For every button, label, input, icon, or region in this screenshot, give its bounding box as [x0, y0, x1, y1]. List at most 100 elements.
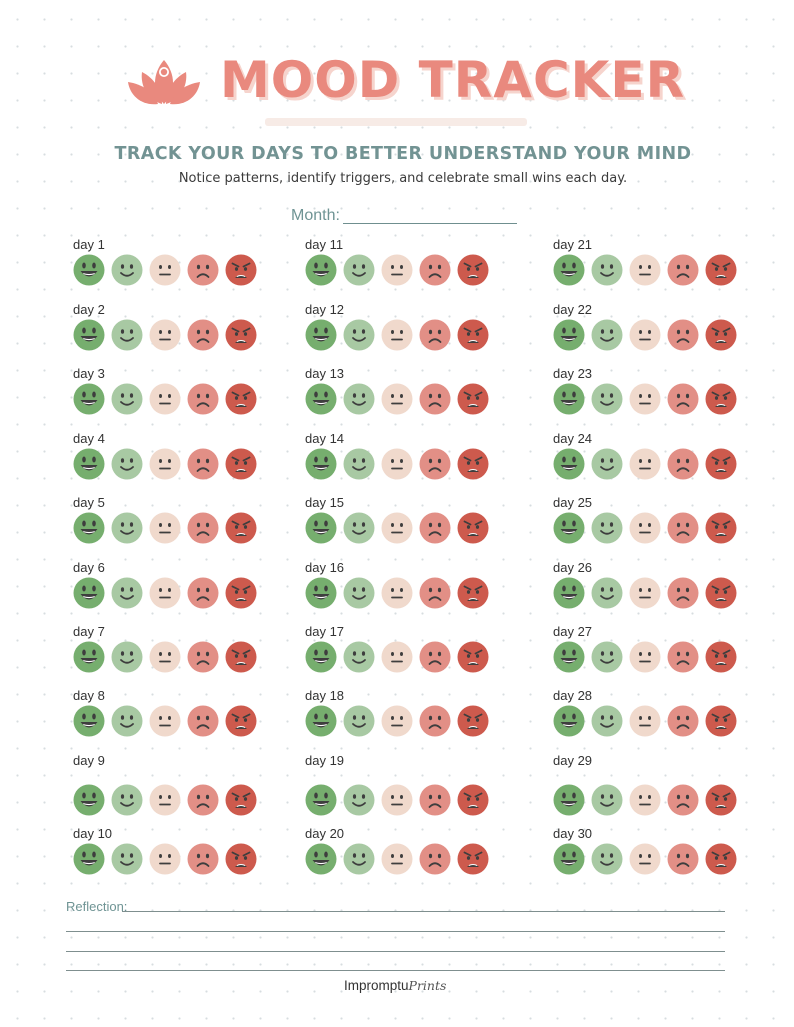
month-input-line[interactable]	[343, 223, 517, 224]
very-happy-face-icon[interactable]	[305, 319, 337, 351]
sad-face-icon[interactable]	[187, 784, 219, 816]
very-happy-face-icon[interactable]	[73, 843, 105, 875]
very-happy-face-icon[interactable]	[73, 448, 105, 480]
angry-face-icon[interactable]	[225, 254, 257, 286]
happy-face-icon[interactable]	[591, 843, 623, 875]
angry-face-icon[interactable]	[225, 448, 257, 480]
very-happy-face-icon[interactable]	[553, 705, 585, 737]
very-happy-face-icon[interactable]	[73, 705, 105, 737]
sad-face-icon[interactable]	[667, 512, 699, 544]
neutral-face-icon[interactable]	[149, 577, 181, 609]
neutral-face-icon[interactable]	[629, 254, 661, 286]
happy-face-icon[interactable]	[591, 512, 623, 544]
happy-face-icon[interactable]	[343, 254, 375, 286]
neutral-face-icon[interactable]	[629, 383, 661, 415]
very-happy-face-icon[interactable]	[305, 448, 337, 480]
neutral-face-icon[interactable]	[629, 448, 661, 480]
sad-face-icon[interactable]	[419, 784, 451, 816]
very-happy-face-icon[interactable]	[73, 319, 105, 351]
happy-face-icon[interactable]	[111, 577, 143, 609]
happy-face-icon[interactable]	[343, 448, 375, 480]
very-happy-face-icon[interactable]	[305, 784, 337, 816]
very-happy-face-icon[interactable]	[553, 784, 585, 816]
neutral-face-icon[interactable]	[629, 705, 661, 737]
happy-face-icon[interactable]	[591, 784, 623, 816]
happy-face-icon[interactable]	[343, 512, 375, 544]
sad-face-icon[interactable]	[419, 705, 451, 737]
angry-face-icon[interactable]	[705, 577, 737, 609]
sad-face-icon[interactable]	[667, 784, 699, 816]
happy-face-icon[interactable]	[591, 641, 623, 673]
very-happy-face-icon[interactable]	[305, 641, 337, 673]
happy-face-icon[interactable]	[111, 254, 143, 286]
very-happy-face-icon[interactable]	[553, 383, 585, 415]
sad-face-icon[interactable]	[419, 577, 451, 609]
very-happy-face-icon[interactable]	[73, 383, 105, 415]
angry-face-icon[interactable]	[705, 705, 737, 737]
very-happy-face-icon[interactable]	[73, 254, 105, 286]
very-happy-face-icon[interactable]	[553, 254, 585, 286]
very-happy-face-icon[interactable]	[73, 641, 105, 673]
sad-face-icon[interactable]	[419, 254, 451, 286]
very-happy-face-icon[interactable]	[305, 705, 337, 737]
sad-face-icon[interactable]	[419, 448, 451, 480]
neutral-face-icon[interactable]	[381, 641, 413, 673]
neutral-face-icon[interactable]	[629, 641, 661, 673]
very-happy-face-icon[interactable]	[305, 254, 337, 286]
sad-face-icon[interactable]	[419, 383, 451, 415]
angry-face-icon[interactable]	[225, 512, 257, 544]
angry-face-icon[interactable]	[225, 843, 257, 875]
happy-face-icon[interactable]	[343, 641, 375, 673]
angry-face-icon[interactable]	[705, 383, 737, 415]
neutral-face-icon[interactable]	[149, 705, 181, 737]
angry-face-icon[interactable]	[457, 319, 489, 351]
angry-face-icon[interactable]	[457, 641, 489, 673]
very-happy-face-icon[interactable]	[73, 512, 105, 544]
sad-face-icon[interactable]	[419, 319, 451, 351]
reflection-section[interactable]: Reflection:	[66, 899, 726, 979]
neutral-face-icon[interactable]	[149, 641, 181, 673]
happy-face-icon[interactable]	[343, 319, 375, 351]
angry-face-icon[interactable]	[457, 383, 489, 415]
angry-face-icon[interactable]	[457, 784, 489, 816]
sad-face-icon[interactable]	[187, 641, 219, 673]
very-happy-face-icon[interactable]	[305, 843, 337, 875]
very-happy-face-icon[interactable]	[553, 319, 585, 351]
sad-face-icon[interactable]	[667, 641, 699, 673]
reflection-line[interactable]	[66, 951, 725, 952]
angry-face-icon[interactable]	[457, 254, 489, 286]
sad-face-icon[interactable]	[667, 705, 699, 737]
happy-face-icon[interactable]	[343, 843, 375, 875]
angry-face-icon[interactable]	[705, 319, 737, 351]
angry-face-icon[interactable]	[457, 512, 489, 544]
angry-face-icon[interactable]	[705, 448, 737, 480]
angry-face-icon[interactable]	[225, 383, 257, 415]
sad-face-icon[interactable]	[187, 448, 219, 480]
very-happy-face-icon[interactable]	[73, 577, 105, 609]
neutral-face-icon[interactable]	[629, 319, 661, 351]
very-happy-face-icon[interactable]	[73, 784, 105, 816]
sad-face-icon[interactable]	[667, 319, 699, 351]
angry-face-icon[interactable]	[225, 784, 257, 816]
neutral-face-icon[interactable]	[381, 383, 413, 415]
sad-face-icon[interactable]	[667, 383, 699, 415]
angry-face-icon[interactable]	[705, 512, 737, 544]
neutral-face-icon[interactable]	[149, 843, 181, 875]
angry-face-icon[interactable]	[705, 843, 737, 875]
neutral-face-icon[interactable]	[381, 577, 413, 609]
very-happy-face-icon[interactable]	[553, 641, 585, 673]
neutral-face-icon[interactable]	[629, 784, 661, 816]
very-happy-face-icon[interactable]	[305, 512, 337, 544]
reflection-line[interactable]	[66, 970, 725, 971]
sad-face-icon[interactable]	[419, 641, 451, 673]
neutral-face-icon[interactable]	[629, 843, 661, 875]
angry-face-icon[interactable]	[225, 641, 257, 673]
neutral-face-icon[interactable]	[149, 319, 181, 351]
sad-face-icon[interactable]	[667, 448, 699, 480]
sad-face-icon[interactable]	[667, 577, 699, 609]
happy-face-icon[interactable]	[111, 641, 143, 673]
happy-face-icon[interactable]	[343, 577, 375, 609]
very-happy-face-icon[interactable]	[553, 448, 585, 480]
sad-face-icon[interactable]	[187, 843, 219, 875]
sad-face-icon[interactable]	[187, 577, 219, 609]
